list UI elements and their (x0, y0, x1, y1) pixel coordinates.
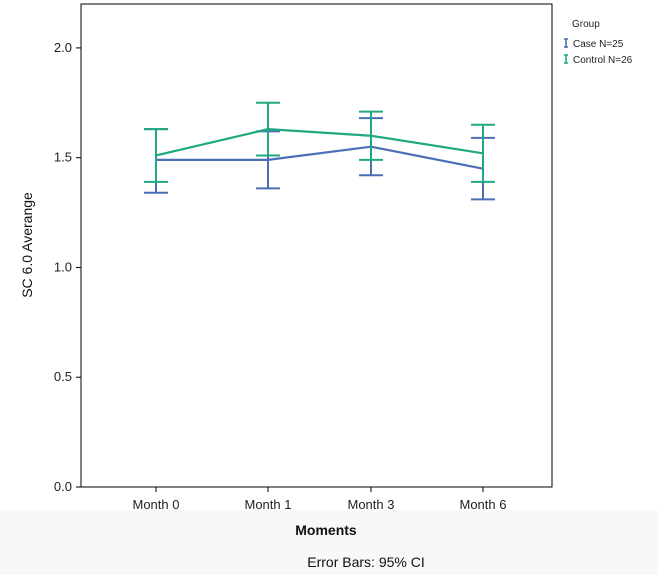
legend: Group Case N=25 Control N=26 (564, 19, 633, 66)
plot-area (80, 3, 553, 488)
x-tick-label: Month 3 (348, 497, 395, 512)
x-axis-title: Moments (295, 522, 357, 538)
x-axis: Month 0 Month 1 Month 3 Month 6 (133, 487, 507, 512)
y-axis-title: SC 6.0 Averange (19, 192, 35, 298)
y-tick-label: 0.5 (54, 369, 72, 384)
footer-band (0, 510, 658, 575)
y-tick-label: 2.0 (54, 40, 72, 55)
series-line (156, 145, 484, 170)
y-tick-label: 0.0 (54, 479, 72, 494)
y-tick-label: 1.0 (54, 259, 72, 274)
legend-title: Group (572, 19, 600, 30)
y-tick-label: 1.5 (54, 150, 72, 165)
legend-label: Case N=25 (573, 39, 624, 50)
series-1 (144, 117, 495, 201)
y-axis: 0.0 0.5 1.0 1.5 2.0 (54, 40, 81, 494)
footnote: Error Bars: 95% CI (307, 554, 424, 570)
series-2 (144, 101, 495, 183)
series-line (155, 128, 484, 157)
x-tick-label: Month 0 (133, 497, 180, 512)
series-layer (144, 101, 495, 201)
x-tick-label: Month 1 (245, 497, 292, 512)
x-tick-label: Month 6 (460, 497, 507, 512)
legend-label: Control N=26 (573, 55, 633, 66)
